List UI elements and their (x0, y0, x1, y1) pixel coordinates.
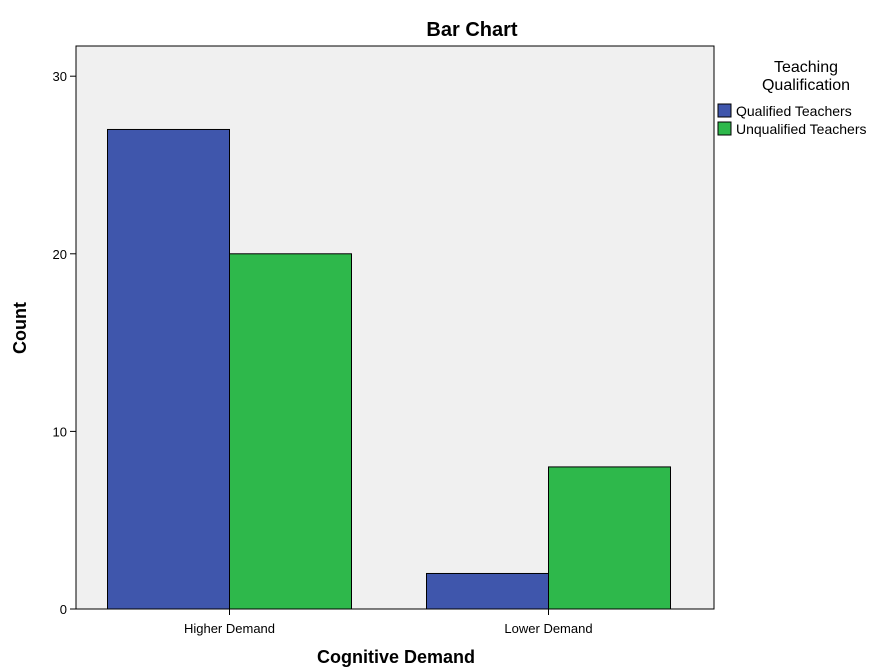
x-tick-label: Lower Demand (504, 621, 592, 636)
x-tick-label: Higher Demand (184, 621, 275, 636)
x-axis: Higher Demand Lower Demand (184, 609, 593, 636)
legend-title-line-2: Qualification (762, 77, 850, 94)
legend-label: Unqualified Teachers (736, 121, 867, 137)
bars-group (107, 128, 671, 610)
x-axis-title: Cognitive Demand (317, 647, 475, 667)
legend-swatch (717, 103, 732, 118)
y-tick-label: 30 (53, 69, 67, 84)
bar-lower-demand-unqualified-teachers (548, 466, 671, 610)
legend-title-line-1: Teaching (774, 59, 838, 76)
chart-title: Bar Chart (426, 19, 517, 41)
bar-lower-demand-qualified-teachers (426, 572, 549, 610)
y-axis: 0 10 20 30 (53, 69, 76, 617)
legend-label: Qualified Teachers (736, 103, 852, 119)
legend-swatch (717, 121, 732, 136)
legend: Teaching Qualification Qualified Teacher… (717, 59, 867, 137)
bar-higher-demand-unqualified-teachers (229, 253, 352, 610)
y-tick-label: 10 (53, 424, 67, 439)
bar-higher-demand-qualified-teachers (107, 128, 230, 610)
y-axis-title: Count (10, 302, 30, 354)
y-tick-label: 0 (60, 602, 67, 617)
y-tick-label: 20 (53, 247, 67, 262)
